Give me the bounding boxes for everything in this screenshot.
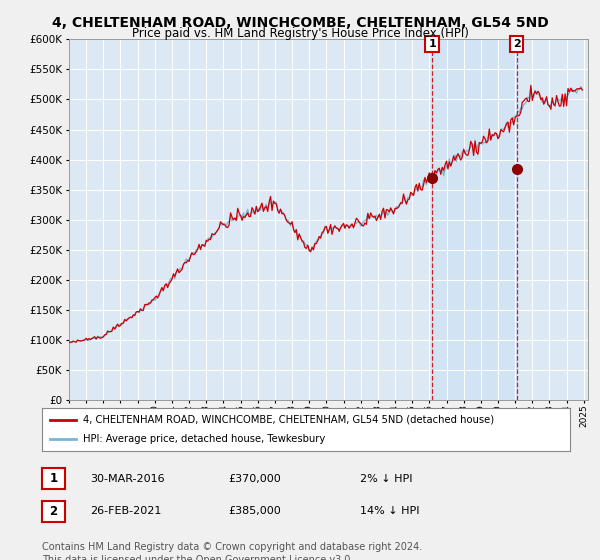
Text: 2: 2 (49, 505, 58, 518)
Text: 26-FEB-2021: 26-FEB-2021 (90, 506, 161, 516)
Text: 1: 1 (428, 39, 436, 49)
Text: Contains HM Land Registry data © Crown copyright and database right 2024.
This d: Contains HM Land Registry data © Crown c… (42, 542, 422, 560)
Text: £385,000: £385,000 (228, 506, 281, 516)
Text: 1: 1 (49, 472, 58, 486)
Text: 2: 2 (513, 39, 520, 49)
Text: HPI: Average price, detached house, Tewkesbury: HPI: Average price, detached house, Tewk… (83, 435, 325, 444)
Text: 4, CHELTENHAM ROAD, WINCHCOMBE, CHELTENHAM, GL54 5ND (detached house): 4, CHELTENHAM ROAD, WINCHCOMBE, CHELTENH… (83, 415, 494, 424)
Text: 30-MAR-2016: 30-MAR-2016 (90, 474, 164, 484)
Text: Price paid vs. HM Land Registry's House Price Index (HPI): Price paid vs. HM Land Registry's House … (131, 27, 469, 40)
Text: 14% ↓ HPI: 14% ↓ HPI (360, 506, 419, 516)
Text: £370,000: £370,000 (228, 474, 281, 484)
Text: 2% ↓ HPI: 2% ↓ HPI (360, 474, 413, 484)
Bar (432, 39, 517, 400)
Text: 4, CHELTENHAM ROAD, WINCHCOMBE, CHELTENHAM, GL54 5ND: 4, CHELTENHAM ROAD, WINCHCOMBE, CHELTENH… (52, 16, 548, 30)
